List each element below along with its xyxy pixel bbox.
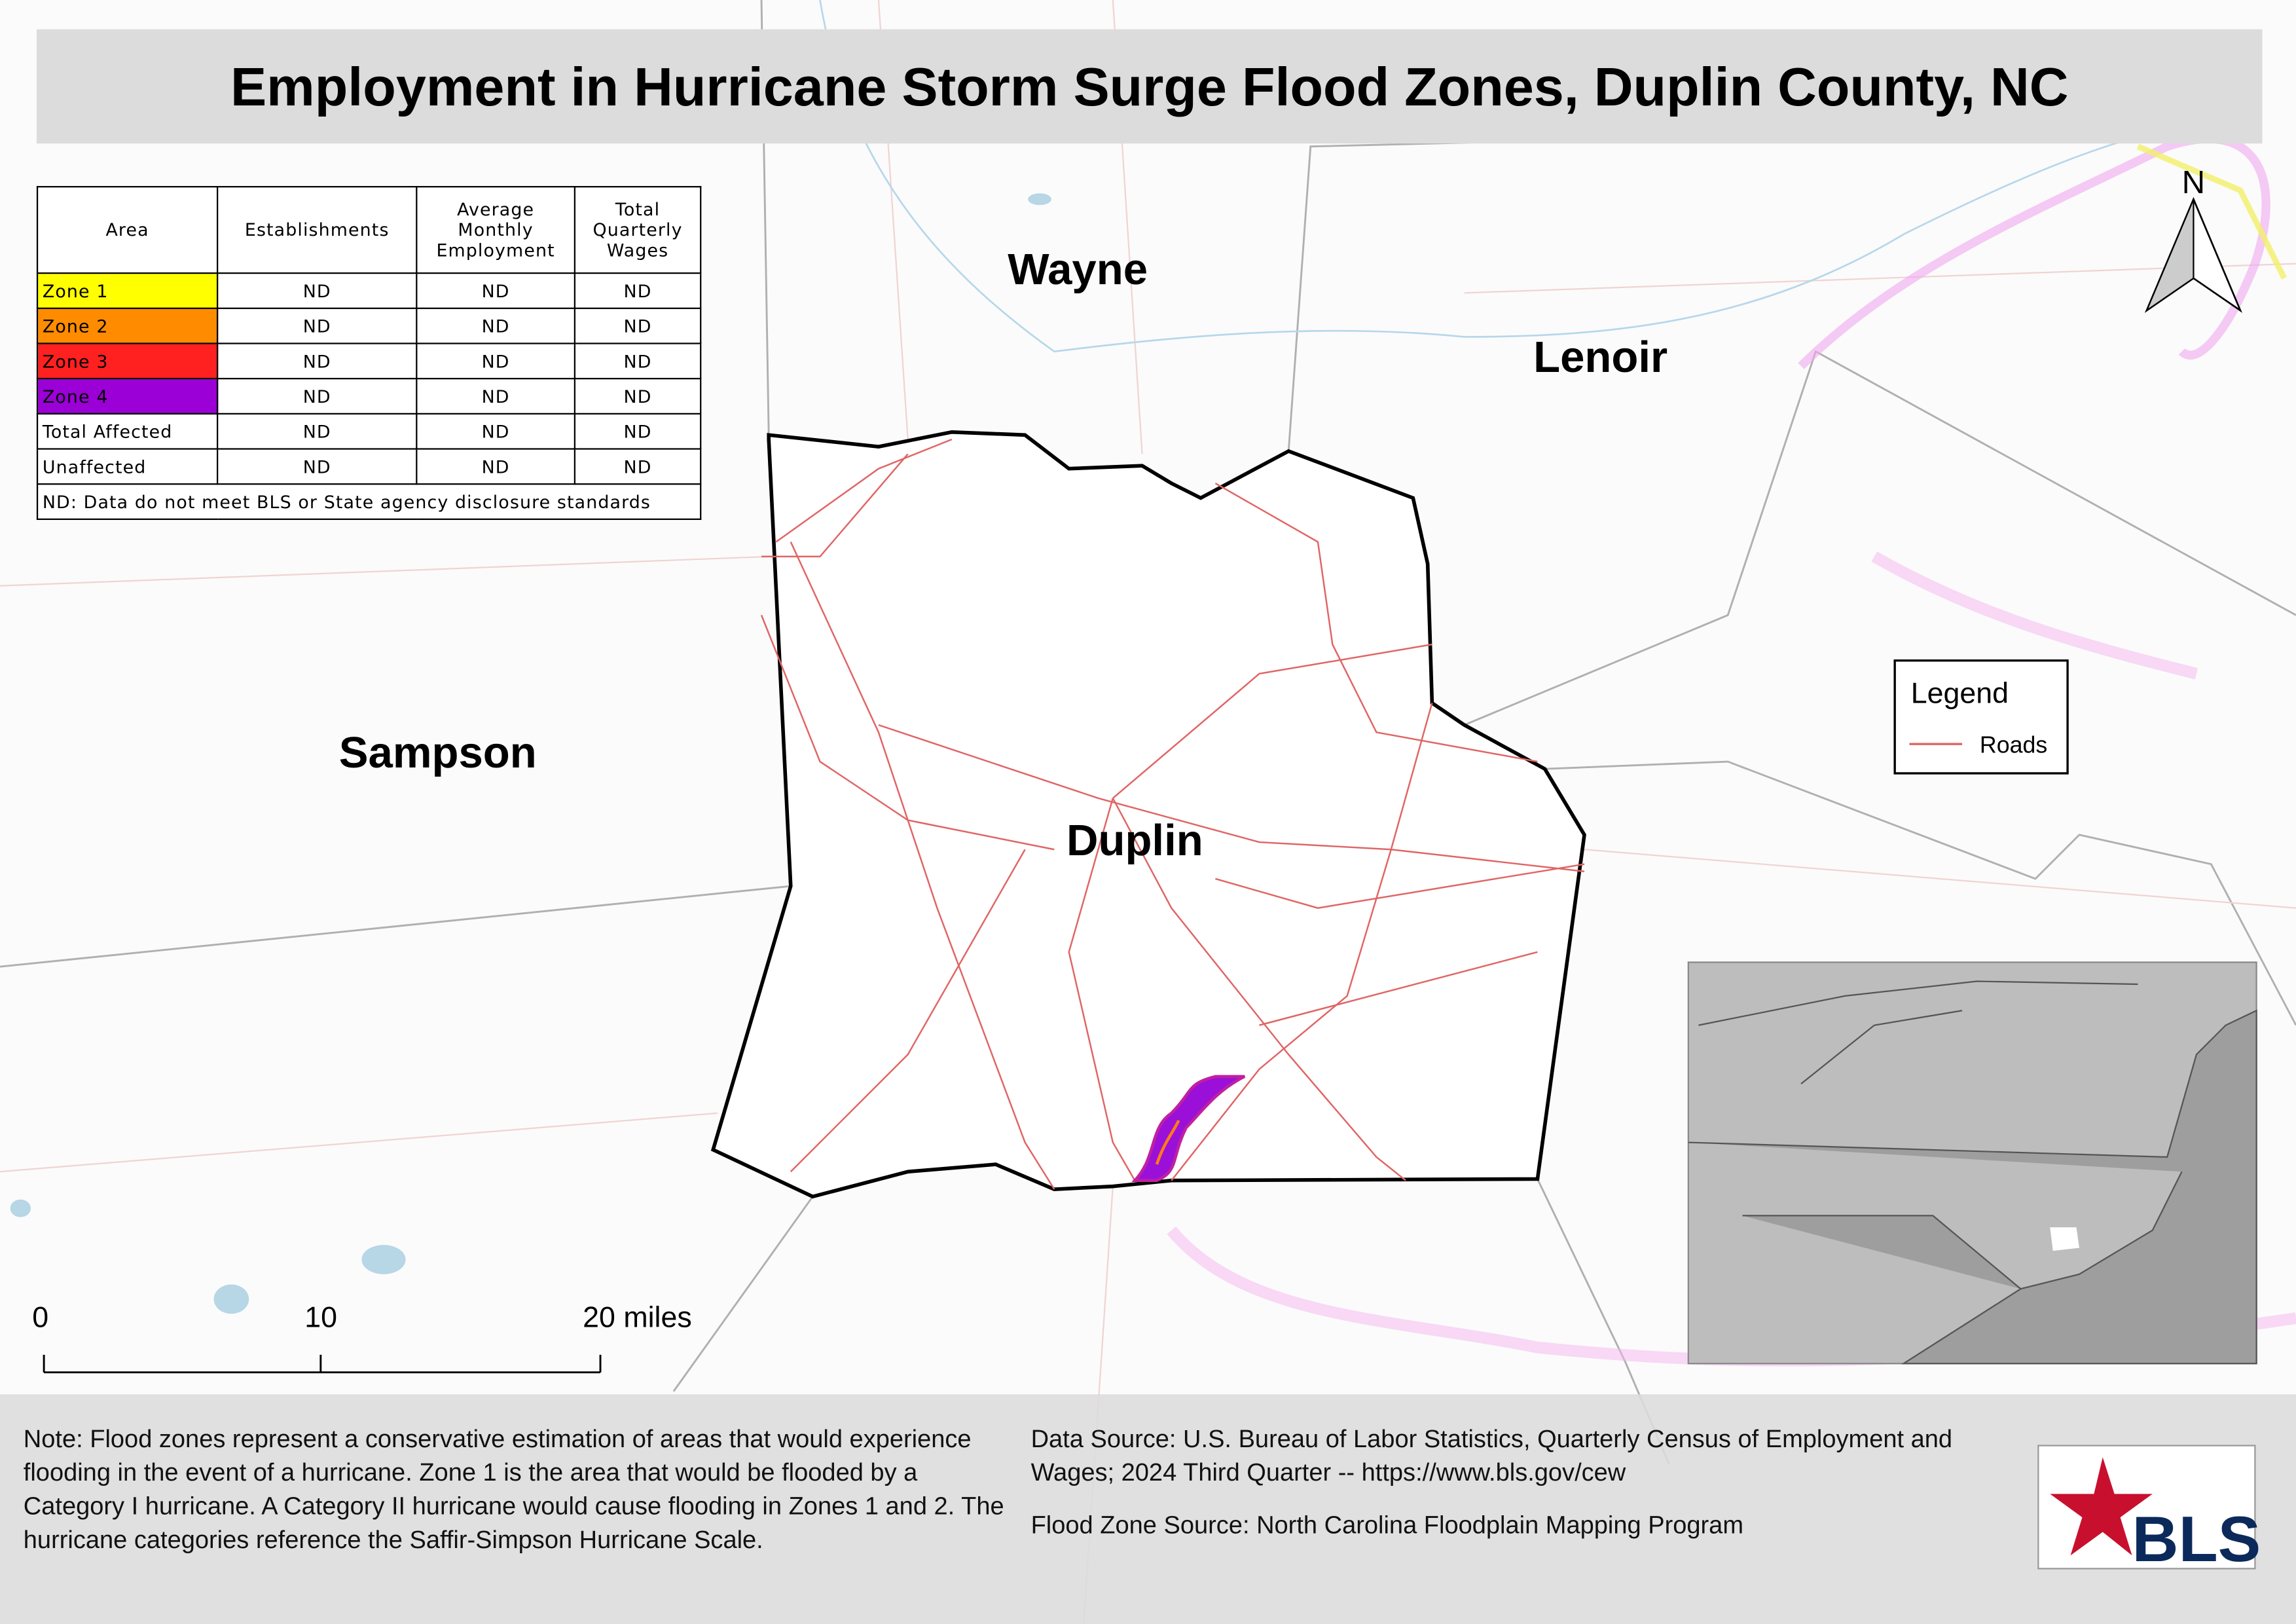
- note: Note: Flood zones represent a conservati…: [23, 1425, 1004, 1555]
- table-row: Total Affected ND ND ND: [36, 413, 702, 450]
- header-cell: Establishments: [217, 186, 418, 274]
- table-cell: ND: [217, 378, 418, 415]
- north-label: N: [2182, 164, 2206, 200]
- road: [761, 453, 909, 558]
- table-header: Area Establishments Average Monthly Employ…: [36, 186, 702, 274]
- lake: [213, 1284, 249, 1314]
- scale-label: 10: [304, 1301, 337, 1333]
- table-cell: Zone 4: [36, 378, 219, 415]
- header-cell: Average Monthly Employment: [416, 186, 575, 274]
- table-cell: ND: [416, 342, 575, 380]
- header-cell: Total Quarterly Wages: [574, 186, 702, 274]
- legend-title: Legend: [1911, 678, 2009, 710]
- table-cell: ND: [574, 378, 702, 415]
- county-label: Wayne: [1008, 245, 1148, 294]
- road: [1259, 951, 1538, 1026]
- table-footnote: ND: Data do not meet BLS or State agency…: [36, 483, 702, 520]
- table-cell: Unaffected: [36, 448, 219, 485]
- road: [1214, 483, 1538, 763]
- county-label: Sampson: [339, 728, 537, 777]
- inset-borders: [1698, 980, 2138, 1084]
- table-cell: ND: [416, 448, 575, 485]
- scale-bar: [43, 1354, 602, 1374]
- table-cell: ND: [217, 448, 418, 485]
- road: [1112, 798, 1406, 1181]
- logo-star: [2050, 1457, 2153, 1556]
- road: [790, 542, 1055, 1190]
- legend-box: [1893, 659, 2069, 775]
- river: [819, 0, 2226, 353]
- logo-text: BLS: [2132, 1503, 2261, 1575]
- county-label: Lenoir: [1533, 333, 1667, 382]
- table-cell: Zone 2: [36, 307, 219, 344]
- title: Employment in Hurricane Storm Surge Floo…: [230, 56, 2069, 117]
- table-cell: ND: [217, 413, 418, 450]
- header-cell: Area: [36, 186, 219, 274]
- table-cell: ND: [574, 307, 702, 344]
- data-table: Area Establishments Average Monthly Employ…: [36, 186, 702, 520]
- lake: [10, 1199, 31, 1217]
- table-row: Zone 2 ND ND ND: [36, 307, 702, 344]
- north-arrow-shade: [2145, 198, 2195, 313]
- table-row: Unaffected ND ND ND: [36, 448, 702, 485]
- scale-label: 0: [32, 1301, 48, 1333]
- table-cell: ND: [574, 448, 702, 485]
- road: [1171, 849, 1392, 1181]
- flood-zone-duplin: [1131, 1075, 1246, 1182]
- county-label: Duplin: [1066, 816, 1203, 865]
- road: [1068, 798, 1136, 1181]
- boundary: [672, 1196, 814, 1392]
- table-cell: Zone 3: [36, 342, 219, 380]
- scale-label: 20 miles: [583, 1301, 692, 1333]
- table-cell: Zone 1: [36, 272, 219, 309]
- table-row: Zone 4 ND ND ND: [36, 378, 702, 415]
- road: [760, 614, 1055, 851]
- flood-zones-outside: [2136, 143, 2287, 280]
- boundary: [1544, 760, 2296, 1026]
- road: [775, 438, 953, 543]
- legend-item: Roads: [1980, 732, 2047, 758]
- road: [1112, 643, 1432, 799]
- flood-source: Flood Zone Source: North Carolina Floodp…: [1030, 1511, 1744, 1540]
- table-footnote-row: ND: Data do not meet BLS or State agency…: [36, 483, 702, 520]
- table-cell: ND: [574, 342, 702, 380]
- roads: [760, 438, 1585, 1190]
- duplin-boundary: [710, 430, 1586, 1199]
- table-cell: ND: [574, 413, 702, 450]
- boundary: [1464, 350, 2296, 726]
- inset-states: [1688, 1009, 2257, 1365]
- road: [1390, 703, 1433, 850]
- lake: [361, 1245, 406, 1274]
- table-cell: ND: [416, 413, 575, 450]
- table-cell: ND: [416, 272, 575, 309]
- table-cell: Total Affected: [36, 413, 219, 450]
- table-cell: ND: [217, 307, 418, 344]
- road: [878, 724, 1585, 873]
- table-cell: ND: [217, 272, 418, 309]
- table-cell: ND: [574, 272, 702, 309]
- boundary: [0, 885, 791, 968]
- data-source: Data Source: U.S. Bureau of Labor Statis…: [1030, 1425, 1953, 1487]
- lakes: [10, 193, 1051, 1314]
- footer-panel: [0, 1394, 2296, 1624]
- road: [790, 849, 1026, 1173]
- road: [1215, 863, 1585, 909]
- lake: [1028, 193, 1051, 206]
- county-boundaries: [0, 0, 2296, 1466]
- table-row: Zone 3 ND ND ND: [36, 342, 702, 380]
- title-bar: [36, 29, 2263, 144]
- table-cell: ND: [217, 342, 418, 380]
- table-row: Zone 1 ND ND ND: [36, 272, 702, 309]
- flood-zone-duplin: [1155, 1120, 1180, 1165]
- table-cell: ND: [416, 307, 575, 344]
- table-cell: ND: [416, 378, 575, 415]
- inset-duplin: [2050, 1227, 2079, 1251]
